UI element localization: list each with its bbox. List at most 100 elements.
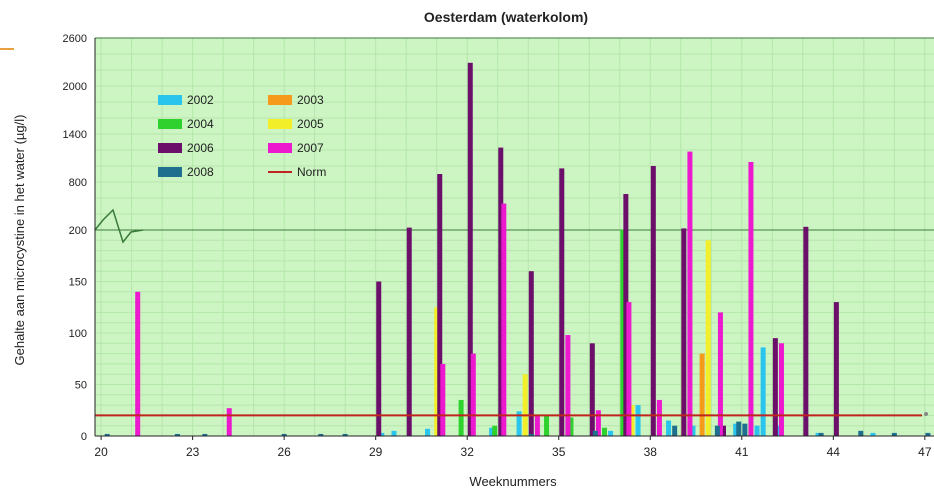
bar-2008	[281, 433, 287, 436]
bar-2008	[104, 433, 110, 436]
x-tick-label: 44	[827, 445, 841, 459]
bar-2006	[833, 302, 839, 436]
bar-2007	[565, 335, 571, 436]
bar-2005	[629, 405, 635, 436]
bar-2007	[717, 312, 723, 436]
bar-2007	[626, 302, 632, 436]
plot-background	[95, 38, 934, 436]
bar-2002	[635, 405, 641, 436]
bar-2006	[650, 166, 656, 436]
bar-2002	[754, 425, 760, 436]
legend-label-2003: 2003	[297, 93, 324, 107]
bar-2004	[620, 229, 626, 436]
bar-2006	[406, 227, 412, 436]
bar-2006	[720, 425, 726, 436]
bar-2002	[775, 425, 781, 436]
chart-title: Oesterdam (waterkolom)	[424, 9, 588, 25]
bar-2008	[202, 433, 208, 436]
legend-swatch-2003	[268, 95, 292, 105]
bar-2008	[858, 430, 864, 436]
bar-2008	[174, 433, 180, 436]
bar-2002	[391, 430, 397, 436]
bar-2002	[733, 423, 739, 436]
y-tick-label: 2600	[63, 33, 87, 45]
bar-2006	[681, 228, 687, 436]
x-tick-label: 47	[918, 445, 932, 459]
y-tick-label: 150	[69, 277, 87, 289]
bar-2007	[778, 343, 784, 436]
bar-2008	[891, 432, 897, 436]
legend-label-2008: 2008	[187, 165, 214, 179]
bar-2004	[492, 425, 498, 436]
bar-2002	[666, 420, 672, 436]
x-tick-label: 23	[186, 445, 200, 459]
bar-2007	[470, 353, 476, 436]
bar-2008	[592, 430, 598, 436]
bar-2007	[656, 399, 662, 436]
legend-label-2007: 2007	[297, 141, 324, 155]
bar-2006	[589, 343, 595, 436]
bar-2008	[318, 433, 324, 436]
x-tick-label: 29	[369, 445, 383, 459]
y-tick-label: 50	[75, 380, 87, 392]
bar-2004	[568, 417, 574, 436]
y-tick-label: 0	[81, 431, 87, 443]
legend-swatch-2007	[268, 143, 292, 153]
legend-label-2004: 2004	[187, 117, 214, 131]
bar-2006	[376, 281, 382, 436]
legend-label-2006: 2006	[187, 141, 214, 155]
legend-label-2005: 2005	[297, 117, 324, 131]
bar-2002	[760, 347, 766, 436]
x-axis-label: Weeknummers	[469, 474, 557, 489]
legend-swatch-2006	[158, 143, 182, 153]
bar-2007	[748, 162, 754, 436]
plot-area: 0 50 100 150 200 800 1400 2000 2600 20 23 26 29 32 35 3…	[63, 33, 934, 459]
bar-2006	[559, 168, 565, 436]
y-tick-label: 800	[69, 177, 87, 189]
bar-2007	[534, 415, 540, 436]
y-tick-label: 1400	[63, 129, 87, 141]
bar-2006	[498, 147, 504, 436]
bar-2004	[458, 399, 464, 436]
x-tick-label: 38	[644, 445, 658, 459]
bar-2006	[467, 62, 473, 437]
bar-2008	[714, 425, 720, 436]
bar-2006	[623, 194, 629, 436]
legend-swatch-2005	[268, 119, 292, 129]
bar-2002	[379, 432, 385, 436]
bar-2002	[425, 428, 431, 436]
x-tick-label: 41	[735, 445, 749, 459]
y-tick-label: 100	[69, 328, 87, 340]
legend: 2002 2003 2004 2005 2006 2007 2008 Norm	[158, 93, 326, 179]
bar-2008	[818, 432, 824, 436]
bar-2007	[595, 410, 601, 436]
legend-label-2002: 2002	[187, 93, 214, 107]
x-tick-label: 32	[461, 445, 475, 459]
bar-2008	[736, 421, 742, 436]
bar-2006	[803, 226, 809, 436]
bar-2006	[772, 338, 778, 436]
bar-2005	[522, 374, 528, 436]
x-tick-label: 20	[94, 445, 108, 459]
bar-2002	[870, 432, 876, 436]
bar-2008	[925, 432, 931, 436]
y-tick-label: 2000	[63, 81, 87, 93]
bar-2002	[516, 411, 522, 436]
bar-2005	[705, 240, 711, 436]
bar-2008	[342, 433, 348, 436]
y-tick-label: 200	[69, 225, 87, 237]
legend-swatch-2008	[158, 167, 182, 177]
corner-accent-mark	[0, 48, 14, 50]
bar-2007	[440, 363, 446, 436]
edge-dot	[924, 412, 928, 416]
bar-2002	[815, 432, 821, 436]
x-tick-label: 35	[552, 445, 566, 459]
bar-2007	[687, 151, 693, 436]
bar-2003	[699, 353, 705, 436]
bar-2002	[690, 425, 696, 436]
y-axis-label: Gehalte aan microcystine in het water (µ…	[12, 115, 27, 366]
bar-2007	[135, 291, 141, 436]
bar-2008	[742, 423, 748, 436]
bar-2002	[489, 427, 495, 436]
